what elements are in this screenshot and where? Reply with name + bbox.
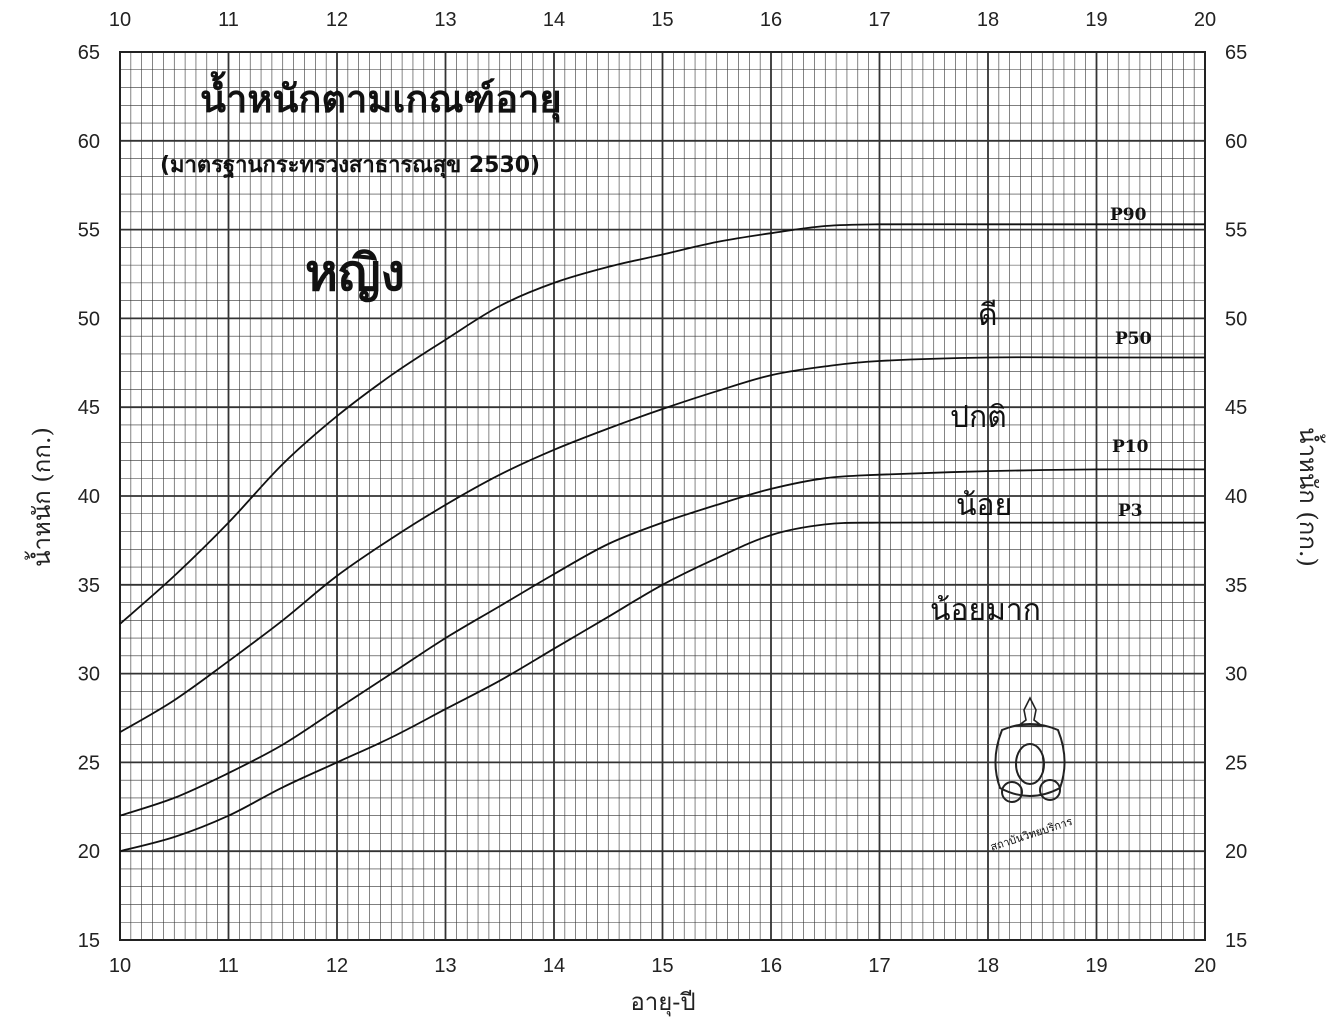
x-tick-label: 12 <box>326 955 348 977</box>
y-tick-label-right: 40 <box>1225 486 1247 508</box>
y-tick-label-right: 65 <box>1225 42 1247 64</box>
y-tick-label: 40 <box>78 486 100 508</box>
y-tick-label: 50 <box>78 308 100 330</box>
y-tick-label-right: 25 <box>1225 752 1247 774</box>
x-tick-label-top: 13 <box>434 9 456 31</box>
series-label-p3: P3 <box>1118 501 1143 521</box>
y-tick-label: 20 <box>78 841 100 863</box>
x-tick-label: 17 <box>868 955 890 977</box>
y-tick-label-right: 20 <box>1225 841 1247 863</box>
series-line-p50 <box>119 356 1205 733</box>
x-tick-label-top: 14 <box>543 9 565 31</box>
seal-left-curl-icon <box>1001 781 1023 803</box>
x-tick-label-top: 10 <box>109 9 131 31</box>
sex-label: หญิง <box>305 244 405 302</box>
x-tick-label: 15 <box>651 955 673 977</box>
series-label-p10: P10 <box>1112 437 1149 457</box>
y-tick-label-right: 30 <box>1225 664 1247 686</box>
zone-label-low: น้อย <box>956 488 1012 523</box>
y-tick-label: 35 <box>78 575 100 597</box>
y-tick-label: 60 <box>78 131 100 153</box>
y-tick-label-right: 55 <box>1225 220 1247 242</box>
x-tick-label: 19 <box>1085 955 1107 977</box>
series-line-p10 <box>119 468 1206 817</box>
x-tick-labels-bottom: 10 11 12 13 14 15 16 17 18 19 20 <box>109 955 1216 977</box>
x-tick-label: 10 <box>109 955 131 977</box>
y-tick-label: 45 <box>78 397 100 419</box>
x-tick-label-top: 11 <box>218 9 239 31</box>
y-tick-label-right: 45 <box>1225 397 1247 419</box>
y-tick-label: 65 <box>78 42 100 64</box>
chart-title: น้ำหนักตามเกณฑ์อายุ <box>200 71 562 123</box>
x-tick-label-top: 20 <box>1194 9 1216 31</box>
seal-crown-icon <box>1015 696 1045 727</box>
series-label-p90: P90 <box>1110 205 1147 225</box>
x-tick-label-top: 12 <box>326 9 348 31</box>
plot-frame <box>119 51 1206 941</box>
x-tick-label: 11 <box>218 955 239 977</box>
y-axis-title-left: น้ำหนัก (กก.) <box>24 427 56 567</box>
y-tick-label: 30 <box>78 664 100 686</box>
x-tick-label: 13 <box>434 955 456 977</box>
chart-subtitle: (มาตรฐานกระทรวงสาธารณสุข 2530) <box>160 153 540 179</box>
zone-label-very-low: น้อยมาก <box>930 593 1041 628</box>
y-tick-label-right: 15 <box>1225 930 1247 952</box>
x-tick-label-top: 19 <box>1085 9 1107 31</box>
zone-label-good: ดี <box>978 298 997 333</box>
y-tick-label-right: 60 <box>1225 131 1247 153</box>
x-tick-label-top: 15 <box>651 9 673 31</box>
y-axis-title-right: น้ำหนัก (กก.) <box>1294 427 1326 567</box>
y-tick-labels-right: 15 20 25 30 35 40 45 50 55 60 65 <box>1225 42 1247 952</box>
x-tick-label: 18 <box>977 955 999 977</box>
x-tick-label: 14 <box>543 955 565 977</box>
y-tick-label-right: 35 <box>1225 575 1247 597</box>
x-tick-label-top: 18 <box>977 9 999 31</box>
percentile-curves <box>119 223 1206 853</box>
x-axis-title: อายุ-ปี <box>630 988 695 1017</box>
series-line-p90 <box>119 223 1205 625</box>
seal-emblem-icon <box>1015 743 1045 785</box>
y-tick-label: 15 <box>78 930 100 952</box>
x-tick-label-top: 16 <box>760 9 782 31</box>
series-label-p50: P50 <box>1115 329 1152 349</box>
x-tick-label-top: 17 <box>868 9 890 31</box>
x-tick-labels-top: 10 11 12 13 14 15 16 17 18 19 20 <box>109 9 1216 31</box>
y-tick-label-right: 50 <box>1225 308 1247 330</box>
series-line-p3 <box>119 521 1205 853</box>
y-tick-labels-left: 15 20 25 30 35 40 45 50 55 60 65 <box>78 42 100 952</box>
x-tick-label: 20 <box>1194 955 1216 977</box>
zone-label-normal: ปกติ <box>950 400 1007 435</box>
y-tick-label: 25 <box>78 752 100 774</box>
x-tick-label: 16 <box>760 955 782 977</box>
y-tick-label: 55 <box>78 220 100 242</box>
seal-right-curl-icon <box>1039 779 1061 801</box>
